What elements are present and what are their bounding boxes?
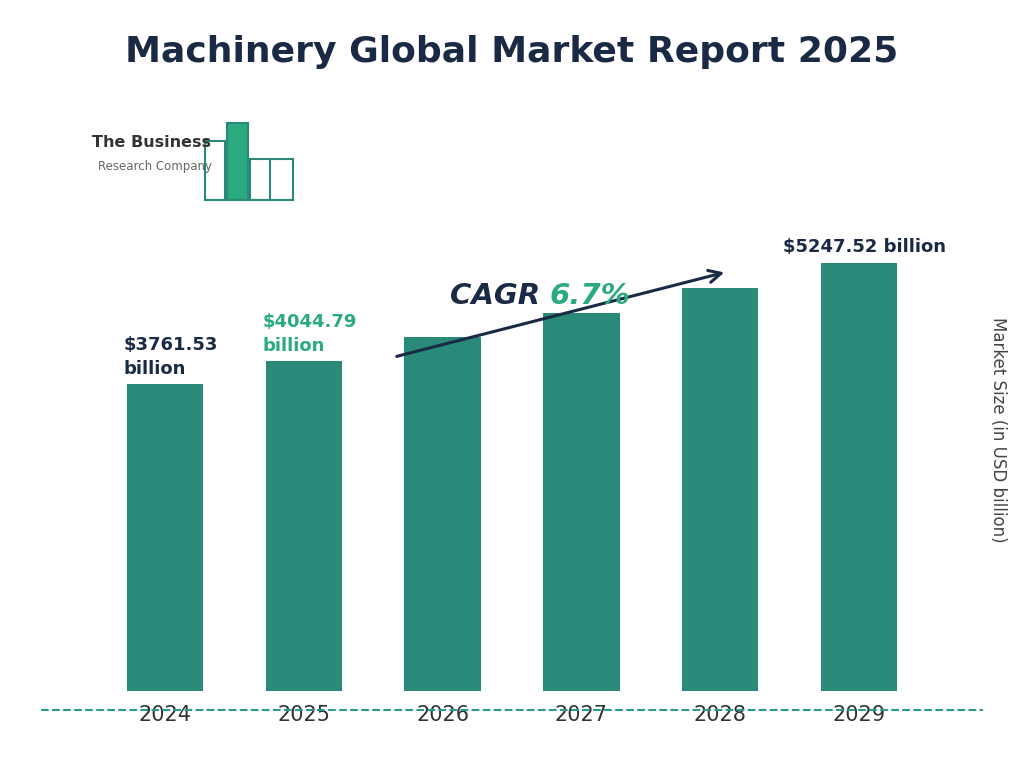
Bar xyxy=(227,123,248,200)
Text: Market Size (in USD billion): Market Size (in USD billion) xyxy=(989,317,1008,543)
Bar xyxy=(250,160,270,200)
Text: $3761.53
billion: $3761.53 billion xyxy=(124,336,218,378)
Text: Machinery Global Market Report 2025: Machinery Global Market Report 2025 xyxy=(125,35,899,68)
Bar xyxy=(266,361,342,691)
Text: Research Company: Research Company xyxy=(98,161,212,174)
Bar xyxy=(820,263,897,691)
Text: 6.7%: 6.7% xyxy=(550,282,630,310)
Text: $4044.79
billion: $4044.79 billion xyxy=(262,313,356,355)
Text: $5247.52 billion: $5247.52 billion xyxy=(782,237,945,256)
Bar xyxy=(404,337,481,691)
Bar xyxy=(682,288,758,691)
Bar xyxy=(127,384,204,691)
Bar xyxy=(205,141,225,200)
Text: The Business: The Business xyxy=(92,135,211,151)
Bar xyxy=(543,313,620,691)
Text: CAGR: CAGR xyxy=(450,282,550,310)
